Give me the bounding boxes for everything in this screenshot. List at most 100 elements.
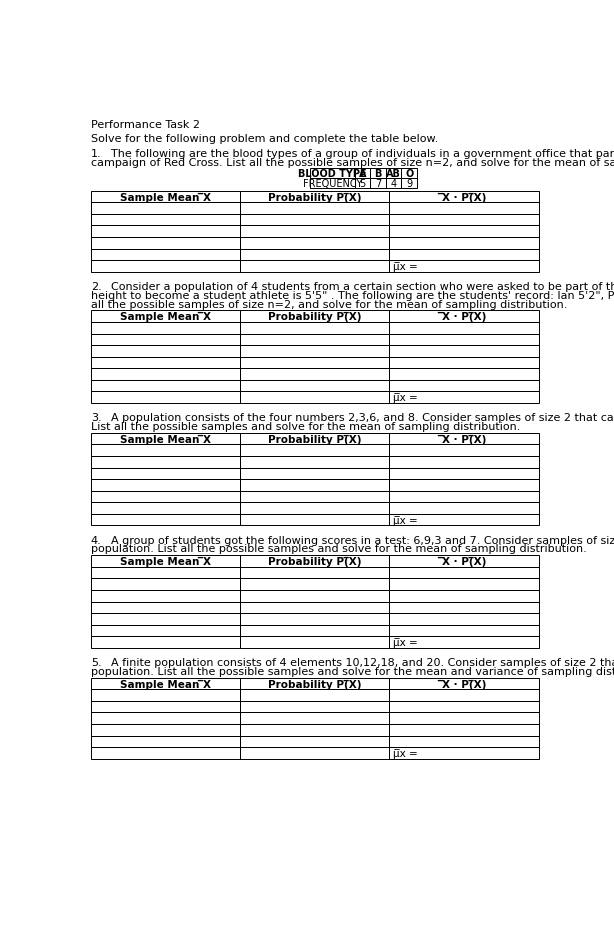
Bar xyxy=(91,602,240,613)
Text: Probability P(̅X): Probability P(̅X) xyxy=(268,434,362,445)
Bar xyxy=(389,625,538,636)
Text: ̅X · P(̅X): ̅X · P(̅X) xyxy=(442,679,486,689)
Text: 3.: 3. xyxy=(91,413,101,423)
Bar xyxy=(240,358,389,369)
Bar xyxy=(389,345,538,358)
Text: 5: 5 xyxy=(360,179,366,188)
Text: height to become a student athlete is 5'5" . The following are the students' rec: height to become a student athlete is 5'… xyxy=(91,290,614,300)
Text: Probability P(̅X): Probability P(̅X) xyxy=(268,679,362,689)
Bar xyxy=(389,712,538,724)
Bar xyxy=(91,457,240,468)
Bar xyxy=(91,358,240,369)
Bar xyxy=(91,747,240,759)
Bar xyxy=(389,457,538,468)
Bar xyxy=(370,168,386,179)
Bar xyxy=(240,690,389,701)
Text: Probability P(̅X): Probability P(̅X) xyxy=(268,192,362,202)
Bar xyxy=(386,168,402,179)
Bar xyxy=(240,249,389,261)
Bar xyxy=(240,514,389,526)
Bar xyxy=(240,567,389,578)
Bar xyxy=(240,323,389,334)
Text: Performance Task 2: Performance Task 2 xyxy=(91,120,200,130)
Bar xyxy=(240,203,389,214)
Text: population. List all the possible samples and solve for the mean of sampling dis: population. List all the possible sample… xyxy=(91,544,586,554)
Bar xyxy=(91,192,240,203)
Text: AB: AB xyxy=(386,168,401,179)
Bar xyxy=(370,179,386,188)
Bar xyxy=(91,214,240,227)
Bar xyxy=(240,479,389,491)
Bar xyxy=(240,369,389,380)
Bar xyxy=(389,433,538,445)
Text: A: A xyxy=(359,168,367,179)
Text: Solve for the following problem and complete the table below.: Solve for the following problem and comp… xyxy=(91,134,438,144)
Bar xyxy=(240,602,389,613)
Bar xyxy=(389,747,538,759)
Bar xyxy=(240,445,389,457)
Text: FREQUENCY: FREQUENCY xyxy=(303,179,362,188)
Bar xyxy=(91,701,240,712)
Bar xyxy=(91,690,240,701)
Text: ̅X · P(̅X): ̅X · P(̅X) xyxy=(442,312,486,322)
Bar xyxy=(240,457,389,468)
Text: Probability P(̅X): Probability P(̅X) xyxy=(268,557,362,566)
Bar xyxy=(91,468,240,479)
Text: 7: 7 xyxy=(375,179,381,188)
Bar xyxy=(389,323,538,334)
Bar xyxy=(310,168,355,179)
Text: 4: 4 xyxy=(391,179,397,188)
Text: Sample Mean ̅X: Sample Mean ̅X xyxy=(120,557,211,566)
Bar xyxy=(91,724,240,736)
Text: 2.: 2. xyxy=(91,282,101,291)
Text: all the possible samples of size n=2, and solve for the mean of sampling distrib: all the possible samples of size n=2, an… xyxy=(91,300,567,309)
Bar xyxy=(389,261,538,272)
Text: population. List all the possible samples and solve for the mean and variance of: population. List all the possible sample… xyxy=(91,666,614,676)
Bar xyxy=(91,479,240,491)
Bar xyxy=(240,392,389,403)
Bar xyxy=(389,311,538,323)
Bar xyxy=(91,203,240,214)
Bar xyxy=(91,591,240,602)
Bar xyxy=(240,724,389,736)
Bar xyxy=(389,690,538,701)
Bar xyxy=(389,724,538,736)
Bar xyxy=(355,168,370,179)
Bar xyxy=(240,334,389,345)
Text: The following are the blood types of a group of individuals in a government offi: The following are the blood types of a g… xyxy=(111,149,614,159)
Bar xyxy=(91,238,240,249)
Bar xyxy=(91,503,240,514)
Text: 4.: 4. xyxy=(91,535,101,545)
Text: Sample Mean ̅X: Sample Mean ̅X xyxy=(120,679,211,689)
Bar xyxy=(91,556,240,567)
Bar xyxy=(91,369,240,380)
Bar xyxy=(310,179,355,188)
Bar xyxy=(389,468,538,479)
Bar xyxy=(240,591,389,602)
Text: Probability P(̅X): Probability P(̅X) xyxy=(268,312,362,322)
Bar xyxy=(240,556,389,567)
Text: ̅X · P(̅X): ̅X · P(̅X) xyxy=(442,434,486,445)
Text: ̅X · P(̅X): ̅X · P(̅X) xyxy=(442,557,486,566)
Bar xyxy=(240,636,389,648)
Bar xyxy=(402,168,417,179)
Text: Consider a population of 4 students from a certain section who were asked to be : Consider a population of 4 students from… xyxy=(111,282,614,291)
Text: μ̅x =: μ̅x = xyxy=(393,748,418,758)
Bar xyxy=(91,578,240,591)
Bar xyxy=(240,491,389,503)
Bar xyxy=(91,249,240,261)
Bar xyxy=(240,227,389,238)
Bar xyxy=(91,433,240,445)
Bar xyxy=(91,491,240,503)
Text: B: B xyxy=(375,168,382,179)
Text: Sample Mean ̅X: Sample Mean ̅X xyxy=(120,192,211,202)
Bar xyxy=(389,567,538,578)
Text: BLOOD TYPE: BLOOD TYPE xyxy=(298,168,367,179)
Bar xyxy=(91,712,240,724)
Bar xyxy=(386,179,402,188)
Bar xyxy=(91,736,240,747)
Bar xyxy=(389,514,538,526)
Bar xyxy=(240,214,389,227)
Bar xyxy=(91,567,240,578)
Bar xyxy=(91,345,240,358)
